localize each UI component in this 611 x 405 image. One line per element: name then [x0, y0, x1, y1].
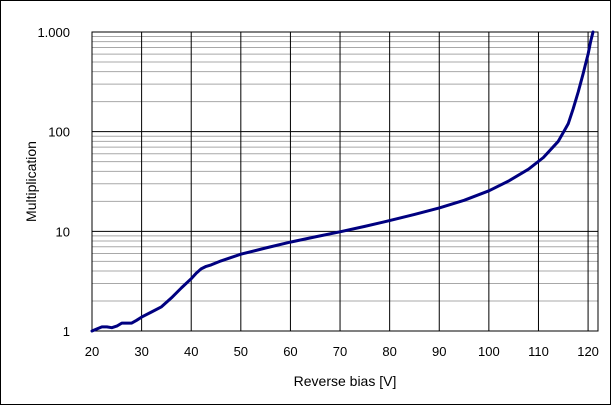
x-tick-label: 70 [333, 344, 347, 359]
x-tick-label: 40 [184, 344, 198, 359]
grid [92, 31, 598, 332]
x-tick-label: 30 [134, 344, 148, 359]
plot-area [91, 31, 599, 332]
x-tick-label: 60 [283, 344, 297, 359]
x-tick-label: 120 [577, 344, 599, 359]
y-axis-label: Multiplication [23, 141, 39, 222]
x-tick-label: 20 [85, 344, 99, 359]
x-tick-label: 50 [234, 344, 248, 359]
x-tick-label: 100 [478, 344, 500, 359]
y-tick-label: 100 [48, 125, 70, 140]
series-line-multiplication [90, 30, 595, 333]
x-tick-label: 80 [382, 344, 396, 359]
y-tick-label: 10 [56, 224, 70, 239]
y-tick-label: 1 [63, 324, 70, 339]
x-tick-label: 110 [528, 344, 549, 359]
x-tick-label: 90 [432, 344, 446, 359]
y-tick-label: 1.000 [37, 25, 70, 40]
x-axis-label: Reverse bias [V] [294, 373, 397, 389]
